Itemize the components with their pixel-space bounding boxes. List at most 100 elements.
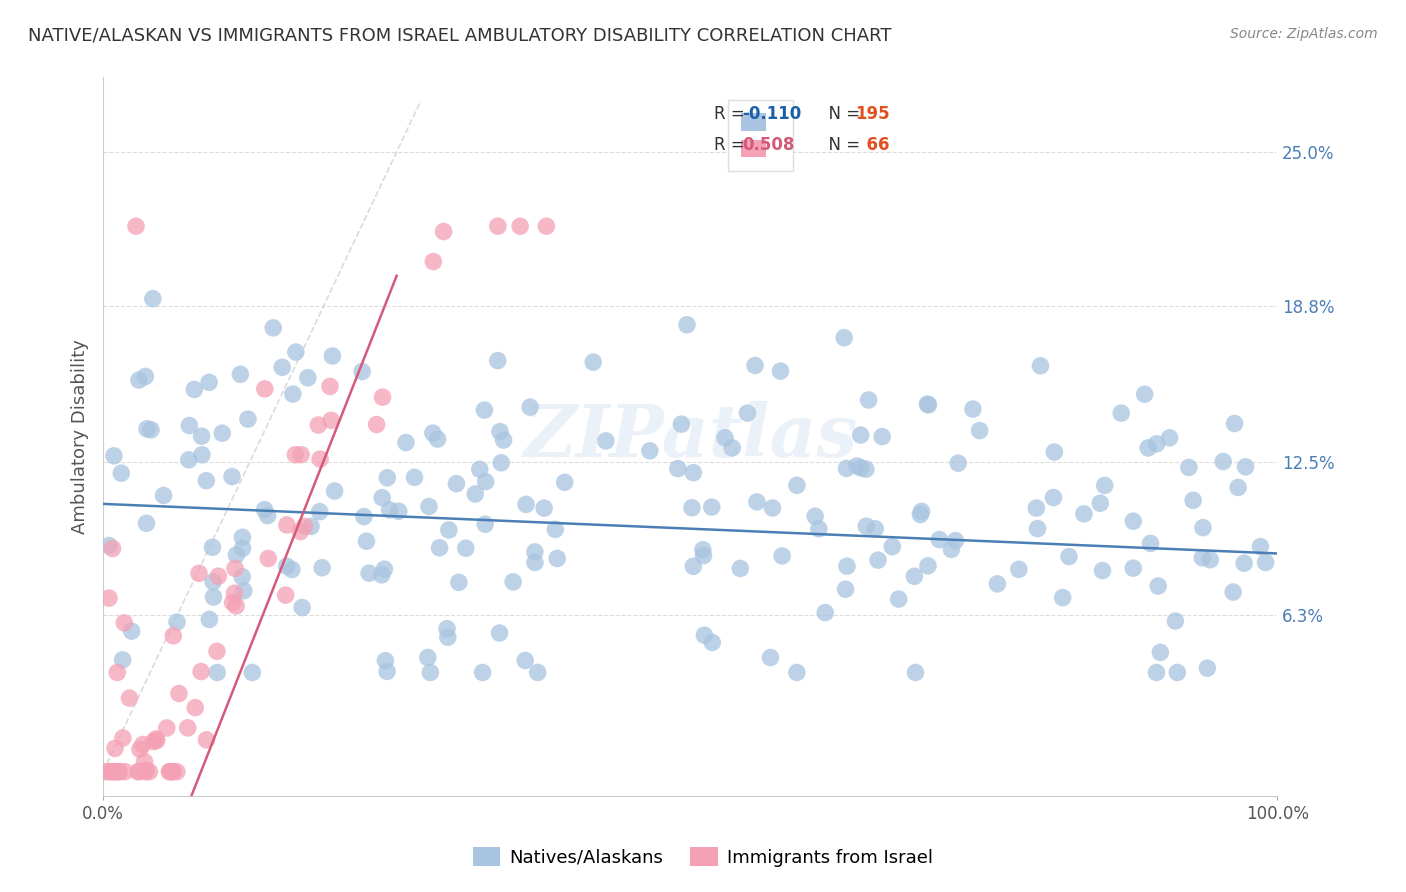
Natives/Alaskans bbox=[917, 558, 939, 573]
Immigrants from Israel bbox=[195, 732, 218, 747]
Natives/Alaskans bbox=[471, 665, 494, 680]
Natives/Alaskans bbox=[437, 630, 460, 644]
Natives/Alaskans bbox=[870, 429, 893, 443]
Natives/Alaskans bbox=[202, 590, 225, 604]
Natives/Alaskans bbox=[835, 461, 858, 475]
Text: R =: R = bbox=[714, 105, 751, 123]
Immigrants from Israel bbox=[309, 452, 332, 467]
Immigrants from Israel bbox=[101, 764, 124, 779]
Natives/Alaskans bbox=[855, 462, 877, 476]
Immigrants from Israel bbox=[224, 561, 246, 575]
Natives/Alaskans bbox=[1147, 579, 1170, 593]
Natives/Alaskans bbox=[299, 519, 322, 533]
Immigrants from Israel bbox=[105, 764, 128, 779]
Natives/Alaskans bbox=[515, 653, 537, 667]
Immigrants from Israel bbox=[105, 665, 128, 680]
Immigrants from Israel bbox=[156, 721, 179, 735]
Natives/Alaskans bbox=[297, 371, 319, 385]
Natives/Alaskans bbox=[111, 653, 134, 667]
Natives/Alaskans bbox=[1029, 359, 1052, 373]
Natives/Alaskans bbox=[353, 509, 375, 524]
Natives/Alaskans bbox=[855, 519, 877, 533]
Natives/Alaskans bbox=[232, 541, 254, 556]
Natives/Alaskans bbox=[676, 318, 699, 332]
Natives/Alaskans bbox=[211, 426, 233, 441]
Natives/Alaskans bbox=[436, 622, 458, 636]
Immigrants from Israel bbox=[166, 764, 188, 779]
Natives/Alaskans bbox=[866, 553, 889, 567]
Natives/Alaskans bbox=[846, 458, 869, 473]
Natives/Alaskans bbox=[1233, 556, 1256, 570]
Natives/Alaskans bbox=[761, 500, 783, 515]
Natives/Alaskans bbox=[744, 359, 766, 373]
Natives/Alaskans bbox=[139, 423, 162, 437]
Natives/Alaskans bbox=[311, 561, 333, 575]
Natives/Alaskans bbox=[323, 483, 346, 498]
Natives/Alaskans bbox=[1008, 562, 1031, 576]
Immigrants from Israel bbox=[111, 731, 134, 745]
Natives/Alaskans bbox=[1073, 507, 1095, 521]
Natives/Alaskans bbox=[201, 541, 224, 555]
Immigrants from Israel bbox=[104, 741, 127, 756]
Natives/Alaskans bbox=[1090, 496, 1112, 510]
Natives/Alaskans bbox=[849, 461, 872, 475]
Immigrants from Israel bbox=[134, 764, 156, 779]
Natives/Alaskans bbox=[1133, 387, 1156, 401]
Natives/Alaskans bbox=[232, 583, 254, 598]
Natives/Alaskans bbox=[98, 539, 121, 553]
Natives/Alaskans bbox=[352, 365, 374, 379]
Immigrants from Israel bbox=[127, 764, 149, 779]
Immigrants from Israel bbox=[132, 738, 155, 752]
Natives/Alaskans bbox=[945, 533, 967, 548]
Natives/Alaskans bbox=[1149, 645, 1171, 659]
Immigrants from Israel bbox=[371, 390, 394, 404]
Natives/Alaskans bbox=[1043, 445, 1066, 459]
Natives/Alaskans bbox=[136, 422, 159, 436]
Natives/Alaskans bbox=[849, 428, 872, 442]
Natives/Alaskans bbox=[887, 592, 910, 607]
Natives/Alaskans bbox=[373, 562, 395, 576]
Natives/Alaskans bbox=[941, 542, 963, 557]
Natives/Alaskans bbox=[256, 508, 278, 523]
Natives/Alaskans bbox=[523, 545, 546, 559]
Natives/Alaskans bbox=[759, 650, 782, 665]
Natives/Alaskans bbox=[1159, 431, 1181, 445]
Natives/Alaskans bbox=[638, 443, 661, 458]
Immigrants from Israel bbox=[207, 569, 229, 583]
Natives/Alaskans bbox=[231, 570, 253, 584]
Natives/Alaskans bbox=[356, 534, 378, 549]
Natives/Alaskans bbox=[671, 417, 693, 431]
Text: NATIVE/ALASKAN VS IMMIGRANTS FROM ISRAEL AMBULATORY DISABILITY CORRELATION CHART: NATIVE/ALASKAN VS IMMIGRANTS FROM ISRAEL… bbox=[28, 27, 891, 45]
Natives/Alaskans bbox=[1223, 417, 1246, 431]
Natives/Alaskans bbox=[946, 456, 969, 470]
Natives/Alaskans bbox=[721, 441, 744, 455]
Natives/Alaskans bbox=[225, 548, 247, 562]
Natives/Alaskans bbox=[198, 376, 221, 390]
Natives/Alaskans bbox=[221, 469, 243, 483]
Natives/Alaskans bbox=[769, 364, 792, 378]
Natives/Alaskans bbox=[134, 369, 156, 384]
Immigrants from Israel bbox=[94, 764, 117, 779]
Natives/Alaskans bbox=[910, 508, 932, 522]
Natives/Alaskans bbox=[1164, 614, 1187, 628]
Immigrants from Israel bbox=[433, 225, 456, 239]
Natives/Alaskans bbox=[1057, 549, 1080, 564]
Immigrants from Israel bbox=[187, 566, 209, 581]
Natives/Alaskans bbox=[291, 600, 314, 615]
Natives/Alaskans bbox=[198, 612, 221, 626]
Natives/Alaskans bbox=[1146, 437, 1168, 451]
Natives/Alaskans bbox=[1192, 521, 1215, 535]
Natives/Alaskans bbox=[666, 461, 689, 475]
Legend: Natives/Alaskans, Immigrants from Israel: Natives/Alaskans, Immigrants from Israel bbox=[467, 840, 939, 874]
Natives/Alaskans bbox=[515, 497, 537, 511]
Natives/Alaskans bbox=[166, 615, 188, 629]
Natives/Alaskans bbox=[281, 562, 304, 576]
Natives/Alaskans bbox=[986, 577, 1008, 591]
Immigrants from Israel bbox=[134, 755, 156, 769]
Natives/Alaskans bbox=[962, 402, 984, 417]
Text: R =: R = bbox=[714, 136, 751, 153]
Immigrants from Israel bbox=[118, 691, 141, 706]
Natives/Alaskans bbox=[1146, 665, 1168, 680]
Natives/Alaskans bbox=[321, 349, 343, 363]
Natives/Alaskans bbox=[533, 501, 555, 516]
